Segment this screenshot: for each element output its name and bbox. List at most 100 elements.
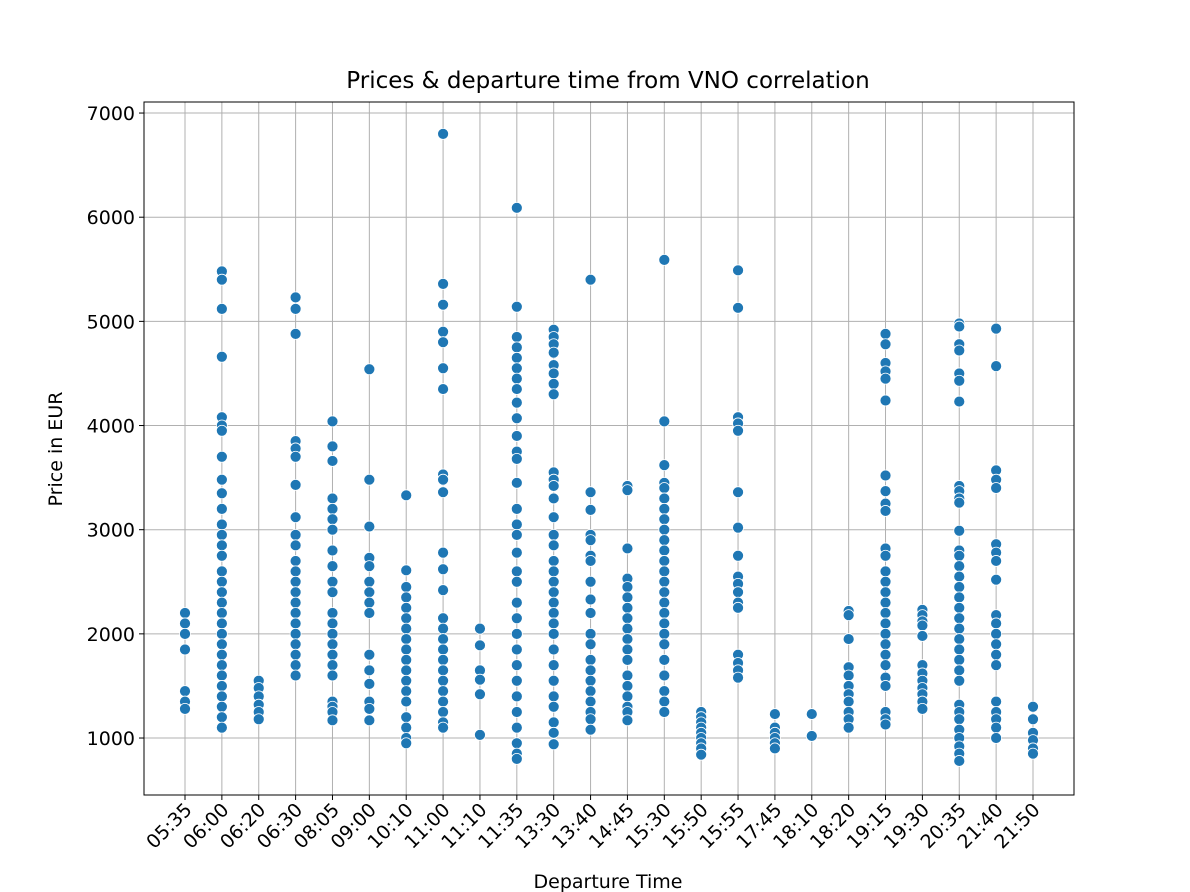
point (363, 677, 376, 690)
point (326, 575, 339, 588)
point (289, 479, 302, 491)
point (400, 489, 413, 502)
point (584, 486, 597, 499)
point (658, 544, 671, 557)
point (215, 549, 228, 562)
point (289, 659, 302, 672)
point (547, 511, 560, 524)
point (732, 586, 744, 599)
point (326, 586, 339, 599)
point (732, 424, 744, 437)
point (621, 622, 634, 635)
point (547, 555, 560, 567)
point (547, 377, 560, 390)
point (584, 627, 597, 640)
point (326, 648, 339, 661)
point (437, 695, 449, 708)
point (953, 633, 966, 645)
point (289, 627, 302, 640)
point (363, 607, 376, 619)
point (879, 338, 892, 351)
point (326, 513, 339, 526)
point (547, 617, 560, 630)
point (289, 596, 302, 609)
point (437, 653, 449, 666)
point (437, 127, 449, 140)
point (326, 617, 339, 630)
point (547, 596, 560, 609)
point (400, 643, 413, 656)
point (215, 659, 228, 672)
point (658, 627, 671, 640)
point (842, 695, 855, 708)
point (879, 627, 892, 640)
point (732, 549, 744, 562)
point (990, 732, 1003, 744)
point (215, 711, 228, 724)
point (510, 430, 523, 442)
point (658, 492, 671, 505)
point (400, 737, 413, 750)
point (547, 480, 560, 492)
point (326, 523, 339, 536)
point (990, 322, 1003, 335)
point (363, 586, 376, 599)
point (400, 653, 413, 666)
point (621, 633, 634, 645)
point (363, 714, 376, 727)
point (510, 612, 523, 625)
point (621, 680, 634, 692)
y-axis-label: Price in EUR (45, 392, 67, 507)
point (990, 617, 1003, 630)
point (510, 362, 523, 375)
point (326, 492, 339, 505)
point (252, 713, 265, 726)
point (363, 560, 376, 573)
point (584, 273, 597, 286)
point (400, 721, 413, 734)
point (363, 363, 376, 376)
point (842, 721, 855, 734)
point (953, 344, 966, 357)
point (363, 664, 376, 677)
point (437, 664, 449, 677)
point (990, 360, 1003, 373)
point (732, 486, 744, 499)
point (474, 688, 486, 701)
x-axis-label: Departure Time (534, 871, 683, 892)
point (658, 575, 671, 588)
point (658, 586, 671, 599)
point (474, 639, 486, 652)
point (363, 702, 376, 715)
point (621, 669, 634, 682)
point (215, 565, 228, 578)
point (437, 383, 449, 395)
point (363, 596, 376, 609)
point (510, 721, 523, 734)
y-tick-label: 4000 (87, 416, 135, 438)
point (584, 504, 597, 516)
point (953, 374, 966, 387)
point (437, 325, 449, 338)
point (289, 565, 302, 578)
point (400, 612, 413, 625)
point (289, 648, 302, 661)
y-tick-label: 5000 (87, 311, 135, 333)
point (584, 723, 597, 736)
point (437, 563, 449, 576)
point (584, 685, 597, 698)
point (437, 584, 449, 597)
point (658, 669, 671, 682)
point (584, 713, 597, 726)
point (437, 362, 449, 375)
point (879, 549, 892, 562)
point (621, 690, 634, 703)
point (658, 653, 671, 666)
point (215, 518, 228, 531)
point (658, 695, 671, 708)
point (289, 586, 302, 599)
point (437, 706, 449, 718)
y-tick-label: 6000 (87, 207, 135, 229)
point (437, 685, 449, 698)
point (879, 485, 892, 498)
